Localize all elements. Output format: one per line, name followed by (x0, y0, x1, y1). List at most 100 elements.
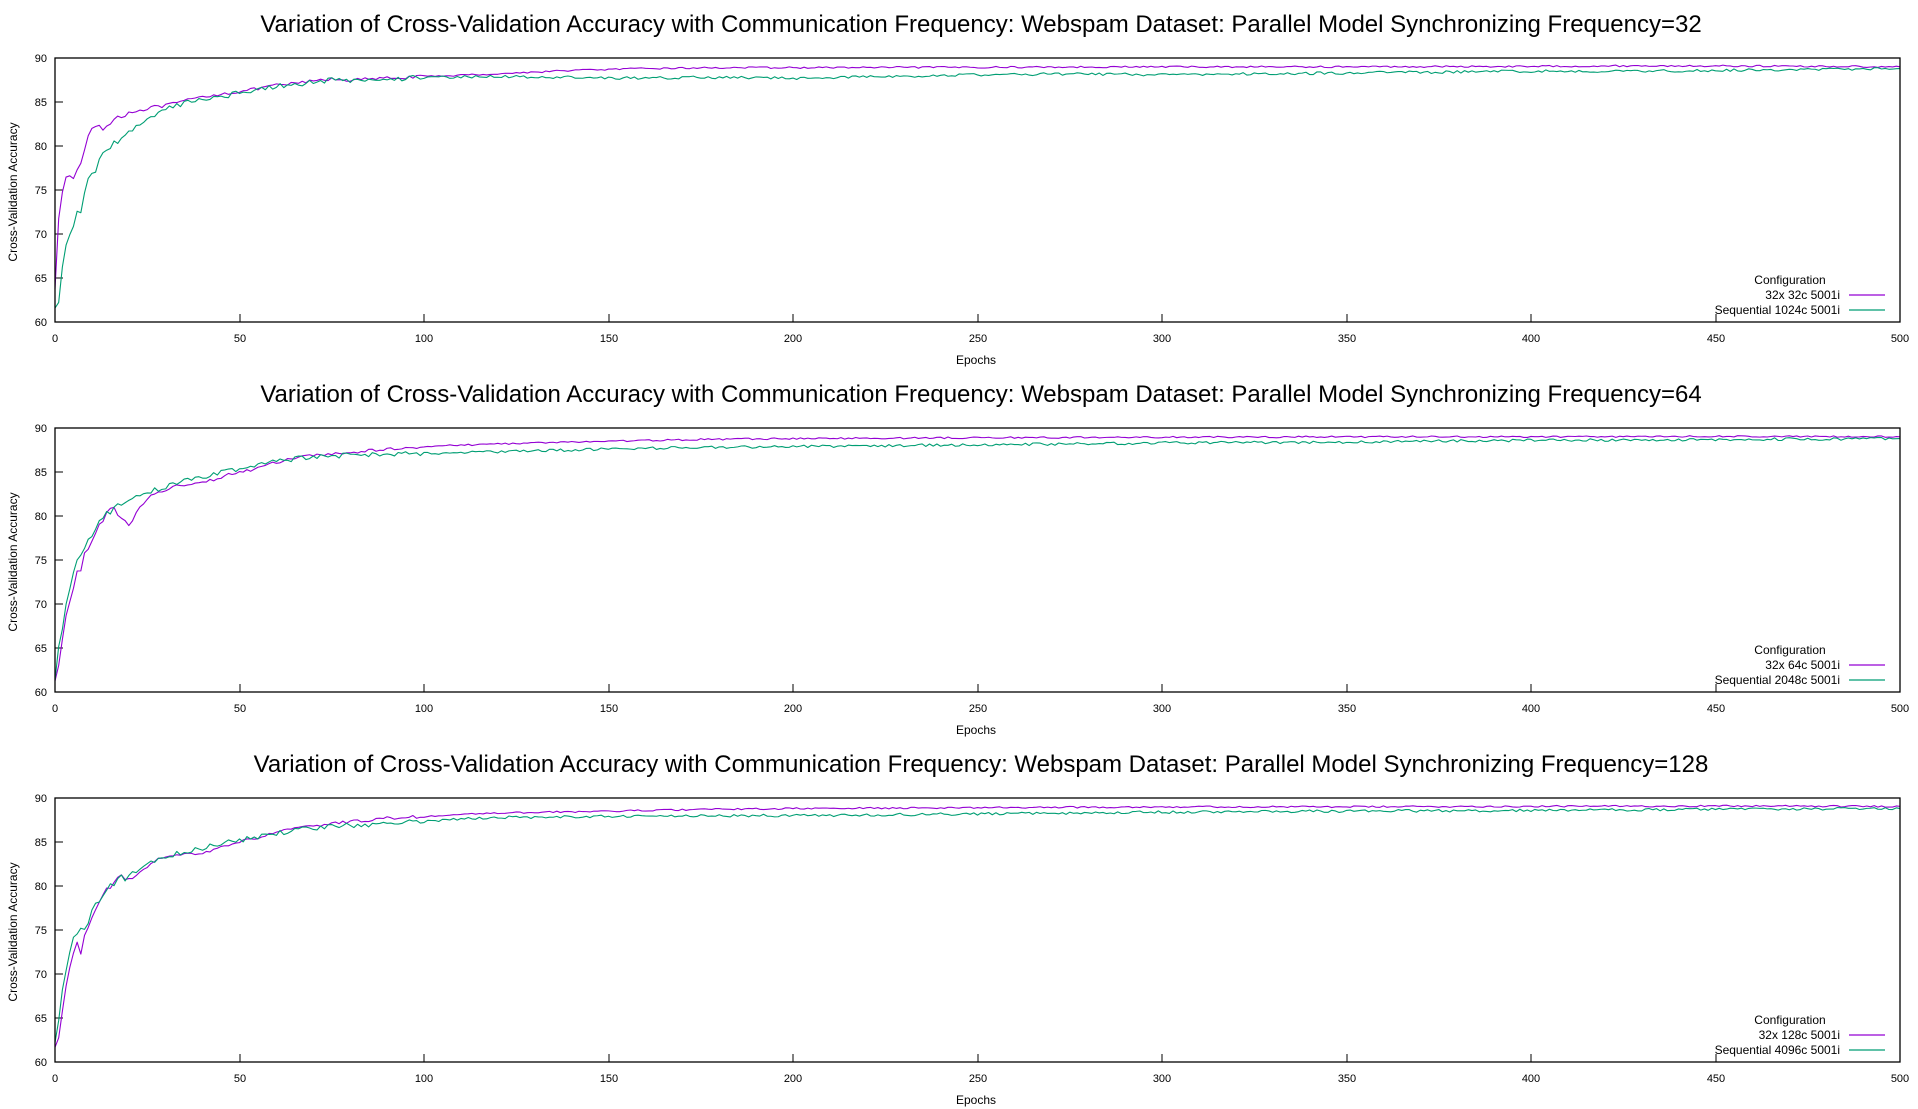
y-tick-group-90: 90 (35, 793, 63, 805)
x-tick-group-250: 250 (969, 1054, 987, 1085)
x-tick-label: 350 (1338, 1073, 1356, 1085)
legend-entry-label: Sequential 4096c 5001i (1715, 1043, 1840, 1057)
chart-panel-3: Variation of Cross-Validation Accuracy w… (6, 751, 1909, 1107)
x-tick-group-100: 100 (415, 314, 433, 345)
y-tick-label: 90 (35, 793, 47, 805)
chart-panel-1: Variation of Cross-Validation Accuracy w… (6, 11, 1909, 367)
x-tick-label: 0 (52, 1073, 58, 1085)
x-tick-label: 250 (969, 1073, 987, 1085)
x-tick-group-50: 50 (234, 684, 246, 715)
x-tick-group-100: 100 (415, 684, 433, 715)
y-tick-label: 75 (35, 925, 47, 937)
x-tick-label: 200 (784, 703, 802, 715)
y-tick-label: 90 (35, 53, 47, 65)
x-tick-label: 500 (1891, 333, 1909, 345)
x-tick-group-250: 250 (969, 684, 987, 715)
legend-entry-label: 32x 64c 5001i (1765, 658, 1840, 672)
x-tick-label: 50 (234, 333, 246, 345)
y-tick-label: 70 (35, 599, 47, 611)
x-tick-label: 150 (600, 1073, 618, 1085)
x-axis-label: Epochs (956, 353, 996, 367)
x-axis-label: Epochs (956, 1093, 996, 1107)
x-tick-group-100: 100 (415, 1054, 433, 1085)
y-axis-label: Cross-Validation Accuracy (6, 492, 20, 631)
y-tick-label: 80 (35, 141, 47, 153)
y-tick-label: 65 (35, 1013, 47, 1025)
series-line-parallel (54, 435, 1901, 682)
x-tick-label: 300 (1153, 703, 1171, 715)
x-tick-group-150: 150 (600, 1054, 618, 1085)
y-tick-label: 85 (35, 837, 47, 849)
x-tick-group-350: 350 (1338, 1054, 1356, 1085)
x-tick-group-50: 50 (234, 1054, 246, 1085)
x-tick-group-150: 150 (600, 684, 618, 715)
y-tick-group-85: 85 (35, 97, 63, 109)
y-tick-group-60: 60 (35, 1057, 63, 1069)
legend-entry-label: Sequential 2048c 5001i (1715, 673, 1840, 687)
legend-title: Configuration (1754, 1013, 1825, 1027)
legend: Configuration 32x 64c 5001i Sequential 2… (1715, 643, 1885, 687)
series-line-sequential (54, 67, 1901, 309)
y-tick-group-60: 60 (35, 317, 63, 329)
x-tick-group-300: 300 (1153, 684, 1171, 715)
y-ticks: 90 85 80 75 70 65 60 (35, 423, 63, 699)
chart-panel-2: Variation of Cross-Validation Accuracy w… (6, 381, 1909, 737)
legend: Configuration 32x 128c 5001i Sequential … (1715, 1013, 1885, 1057)
y-tick-label: 85 (35, 467, 47, 479)
y-tick-group-75: 75 (35, 925, 63, 937)
legend-entry-label: Sequential 1024c 5001i (1715, 303, 1840, 317)
plot-frame (54, 797, 1901, 1063)
y-tick-group-80: 80 (35, 141, 63, 153)
x-tick-group-300: 300 (1153, 1054, 1171, 1085)
x-tick-group-350: 350 (1338, 314, 1356, 345)
series-line-parallel (54, 64, 1901, 289)
x-tick-group-50: 50 (234, 314, 246, 345)
plot-frame (54, 57, 1901, 323)
y-axis-label: Cross-Validation Accuracy (6, 122, 20, 261)
x-tick-label: 200 (784, 333, 802, 345)
x-tick-label: 50 (234, 703, 246, 715)
x-tick-group-200: 200 (784, 684, 802, 715)
x-tick-label: 150 (600, 333, 618, 345)
x-tick-label: 200 (784, 1073, 802, 1085)
x-ticks: 0 50 100 150 200 250 300 350 400 450 500 (52, 314, 1909, 345)
y-tick-group-75: 75 (35, 555, 63, 567)
x-tick-label: 400 (1522, 333, 1540, 345)
x-tick-label: 0 (52, 703, 58, 715)
x-ticks: 0 50 100 150 200 250 300 350 400 450 500 (52, 1054, 1909, 1085)
y-tick-label: 70 (35, 969, 47, 981)
legend-entry-label: 32x 32c 5001i (1765, 288, 1840, 302)
x-tick-label: 450 (1707, 703, 1725, 715)
chart-title: Variation of Cross-Validation Accuracy w… (254, 751, 1709, 778)
x-tick-label: 450 (1707, 1073, 1725, 1085)
y-tick-group-70: 70 (35, 599, 63, 611)
x-tick-label: 250 (969, 333, 987, 345)
x-tick-group-250: 250 (969, 314, 987, 345)
y-tick-label: 65 (35, 643, 47, 655)
x-tick-label: 300 (1153, 1073, 1171, 1085)
y-ticks: 90 85 80 75 70 65 60 (35, 793, 63, 1069)
x-tick-group-200: 200 (784, 314, 802, 345)
y-axis-label: Cross-Validation Accuracy (6, 862, 20, 1001)
legend-title: Configuration (1754, 273, 1825, 287)
x-tick-label: 100 (415, 1073, 433, 1085)
y-tick-group-70: 70 (35, 969, 63, 981)
x-tick-group-350: 350 (1338, 684, 1356, 715)
legend: Configuration 32x 32c 5001i Sequential 1… (1715, 273, 1885, 317)
y-tick-group-60: 60 (35, 687, 63, 699)
x-tick-group-400: 400 (1522, 684, 1540, 715)
legend-entry-label: 32x 128c 5001i (1759, 1028, 1840, 1042)
y-tick-group-85: 85 (35, 467, 63, 479)
y-ticks: 90 85 80 75 70 65 60 (35, 53, 63, 329)
x-tick-group-200: 200 (784, 1054, 802, 1085)
x-tick-label: 500 (1891, 703, 1909, 715)
x-tick-label: 350 (1338, 333, 1356, 345)
x-tick-label: 300 (1153, 333, 1171, 345)
series-line-sequential (54, 806, 1901, 1043)
y-tick-group-90: 90 (35, 423, 63, 435)
x-tick-group-450: 450 (1707, 684, 1725, 715)
y-tick-label: 60 (35, 687, 47, 699)
x-axis-label: Epochs (956, 723, 996, 737)
x-tick-group-450: 450 (1707, 314, 1725, 345)
